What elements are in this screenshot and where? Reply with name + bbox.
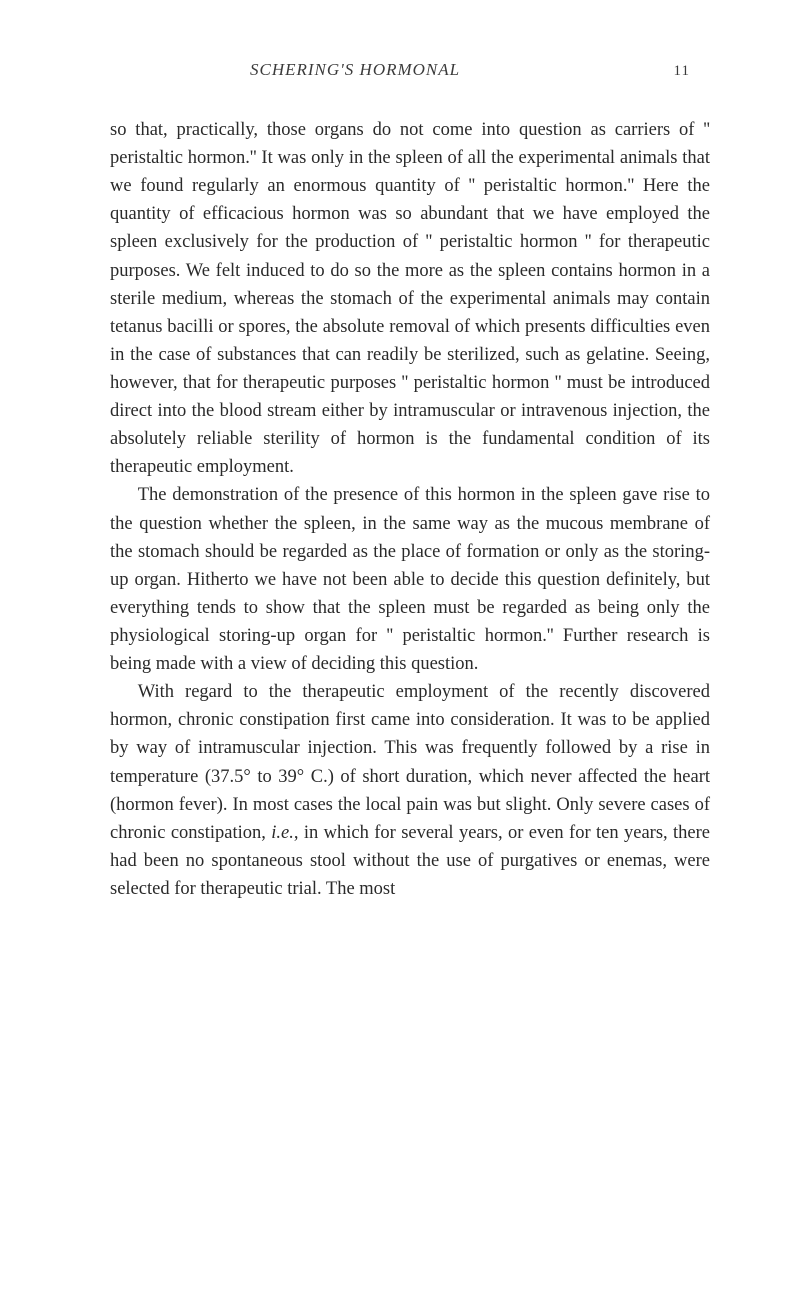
paragraph-3-italic: i.e. [271,823,294,843]
paragraph-3-part1: With regard to the therapeutic employmen… [110,682,710,843]
paragraph-2: The demonstration of the presence of thi… [110,481,710,678]
running-title: SCHERING'S HORMONAL [250,60,460,80]
paragraph-3: With regard to the therapeutic employmen… [110,678,710,903]
paragraph-1: so that, practically, those organs do no… [110,116,710,481]
body-text: so that, practically, those organs do no… [110,116,710,903]
page-header: SCHERING'S HORMONAL 11 [110,60,710,80]
page-number: 11 [674,63,690,80]
